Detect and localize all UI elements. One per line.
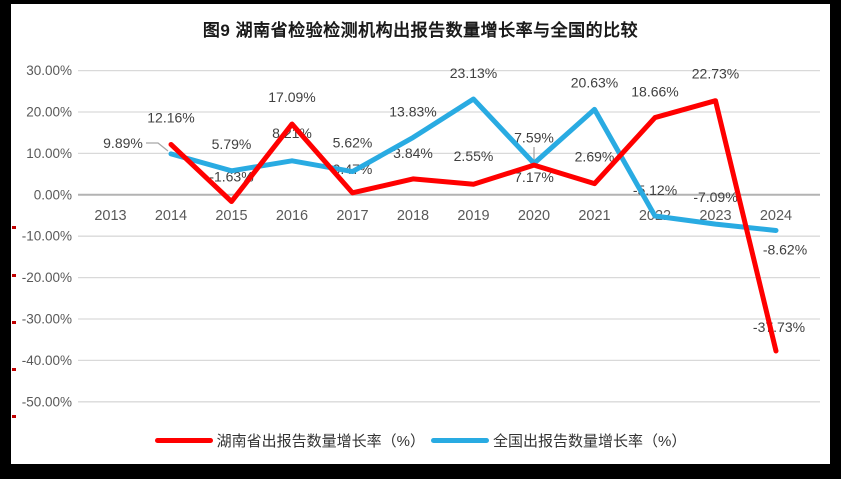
window-border-left [0, 0, 11, 479]
y-axis-tick-label: -30.00% [22, 312, 72, 327]
data-label: 5.62% [333, 135, 373, 151]
data-label: 23.13% [450, 65, 497, 81]
y-axis-tick-label: 10.00% [26, 146, 72, 161]
legend-label-hunan: 湖南省出报告数量增长率（%） [216, 433, 425, 450]
x-axis-label: 2021 [578, 208, 610, 224]
data-label: -7.09% [693, 189, 737, 205]
data-label: 7.59% [514, 129, 554, 145]
data-label: 5.79% [212, 136, 252, 152]
legend-item-hunan[interactable]: 湖南省出报告数量增长率（%） [154, 430, 425, 451]
x-axis-label: 2023 [699, 208, 731, 224]
series-line-hunan[interactable] [168, 98, 779, 354]
red-dash-artifact [12, 321, 16, 324]
window-border-top [0, 0, 841, 4]
data-label: -8.62% [763, 241, 807, 257]
data-label: 22.73% [692, 66, 739, 82]
x-axis-label: 2013 [94, 208, 126, 224]
window-border-right [830, 0, 841, 479]
data-label: 12.16% [147, 109, 194, 125]
data-label: 20.63% [571, 74, 618, 90]
x-axis-label: 2018 [397, 208, 429, 224]
red-line-swatch-icon [154, 438, 213, 443]
red-dash-artifact [12, 368, 16, 371]
y-axis-tick-label: -10.00% [22, 229, 72, 244]
red-dash-artifact [12, 274, 16, 277]
data-label: -1.63% [209, 169, 253, 185]
x-axis-label: 2016 [276, 208, 308, 224]
y-axis-tick-label: -50.00% [22, 394, 72, 409]
x-axis-label: 2014 [155, 208, 187, 224]
series-line-national[interactable] [168, 96, 779, 233]
y-axis-tick-label: -20.00% [22, 270, 72, 285]
legend: 湖南省出报告数量增长率（%） 全国出报告数量增长率（%） [11, 430, 830, 451]
legend-item-national[interactable]: 全国出报告数量增长率（%） [431, 430, 686, 451]
x-axis-label: 2015 [215, 208, 247, 224]
data-label: 13.83% [389, 104, 436, 120]
x-axis-label: 2017 [336, 208, 368, 224]
data-label: 17.09% [268, 89, 315, 105]
red-dash-artifact [12, 226, 16, 229]
data-label: 2.69% [575, 149, 615, 165]
data-label: 18.66% [631, 84, 678, 100]
y-axis-tick-label: -40.00% [22, 353, 72, 368]
red-dash-artifact [12, 415, 16, 418]
x-axis-label: 2024 [760, 208, 792, 224]
label-leader-line [146, 142, 169, 152]
y-axis-tick-label: 0.00% [34, 187, 72, 202]
data-label: -37.73% [753, 319, 805, 335]
blue-line-swatch-icon [431, 438, 489, 443]
legend-label-national: 全国出报告数量增长率（%） [493, 433, 687, 450]
y-axis-tick-label: 20.00% [26, 105, 72, 120]
window-border-bottom [0, 464, 841, 479]
chart-title: 图9 湖南省检验检测机构出报告数量增长率与全国的比较 [202, 21, 639, 40]
y-axis-tick-label: 30.00% [26, 63, 72, 78]
chart-area[interactable]: 图9 湖南省检验检测机构出报告数量增长率与全国的比较 30.00% 20.00% 1… [11, 4, 830, 464]
data-label: 9.89% [103, 135, 143, 151]
data-label: 2.55% [454, 148, 494, 164]
data-label: 3.84% [393, 145, 433, 161]
x-axis-label: 2020 [518, 208, 550, 224]
x-axis-label: 2019 [457, 208, 489, 224]
data-label: 7.17% [514, 169, 554, 185]
